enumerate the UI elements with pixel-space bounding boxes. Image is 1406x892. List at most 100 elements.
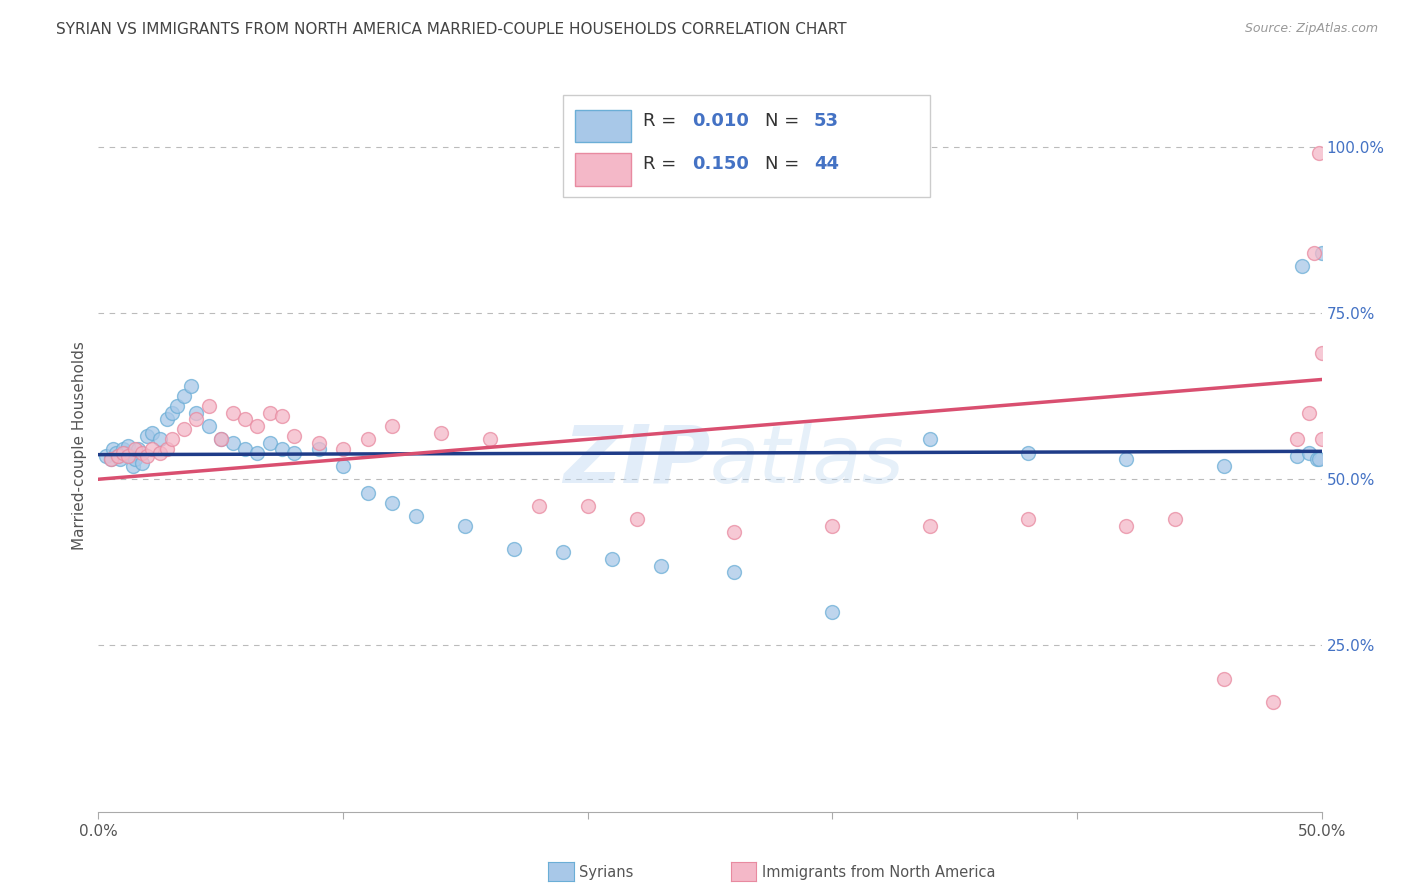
Point [600,552,623,566]
Point [131,456,153,470]
Point [166,399,188,413]
Point [104,445,127,459]
Point [156,442,179,457]
Point [478,433,501,447]
Point [101,442,124,457]
Point [197,419,219,434]
Point [173,389,195,403]
Point [270,442,294,457]
Point [233,412,256,426]
Point [233,442,256,457]
Point [308,435,330,450]
Point [1261,695,1284,709]
Point [821,605,844,619]
Point [356,485,378,500]
Point [222,435,245,450]
Point [246,445,269,459]
Point [173,422,195,436]
Point [553,545,575,559]
Point [1291,260,1313,274]
Point [141,442,163,457]
Point [1286,433,1309,447]
Text: Source: ZipAtlas.com: Source: ZipAtlas.com [1244,22,1378,36]
Point [149,445,172,459]
Point [1115,518,1137,533]
FancyBboxPatch shape [564,95,931,197]
Point [920,433,942,447]
Point [1308,146,1330,161]
Text: 0.150: 0.150 [692,155,748,173]
Bar [575,110,630,143]
Text: SYRIAN VS IMMIGRANTS FROM NORTH AMERICA MARRIED-COUPLE HOUSEHOLDS CORRELATION CH: SYRIAN VS IMMIGRANTS FROM NORTH AMERICA … [56,22,846,37]
Text: N =: N = [765,155,806,173]
Point [1115,452,1137,467]
Point [259,406,281,420]
Point [1212,672,1234,686]
Point [246,419,269,434]
Text: Syrians: Syrians [579,865,634,880]
Point [1286,449,1309,463]
Text: ZIP: ZIP [562,422,710,500]
Point [127,442,149,457]
Point [222,406,245,420]
Point [209,433,232,447]
Point [186,412,208,426]
Point [332,442,354,457]
Point [117,439,139,453]
Text: Immigrants from North America: Immigrants from North America [762,865,995,880]
Point [111,445,134,459]
Point [1303,246,1326,260]
Point [100,452,122,467]
Point [160,406,183,420]
Point [114,445,136,459]
Point [117,449,139,463]
Point [1310,433,1333,447]
Point [197,399,219,413]
Point [259,435,281,450]
Point [381,419,404,434]
Point [626,512,648,526]
Point [110,452,132,467]
Point [527,499,550,513]
Point [920,518,942,533]
Point [107,449,129,463]
Point [94,449,117,463]
Text: atlas: atlas [710,422,905,500]
Point [107,449,129,463]
Point [1310,346,1333,360]
Point [381,495,404,509]
Point [821,518,844,533]
Point [430,425,453,440]
Point [111,442,134,457]
Point [1212,458,1234,473]
Point [136,429,159,443]
Text: R =: R = [643,155,682,173]
Point [1298,445,1320,459]
Point [160,433,183,447]
Text: 53: 53 [814,112,839,129]
Text: N =: N = [765,112,806,129]
Point [283,429,305,443]
Point [124,452,146,467]
Point [356,433,378,447]
Point [156,412,179,426]
Text: 0.010: 0.010 [692,112,748,129]
Point [1298,406,1320,420]
Point [723,525,745,540]
Point [209,433,232,447]
Point [100,452,122,467]
Point [124,442,146,457]
Point [141,425,163,440]
Point [131,445,153,459]
Y-axis label: Married-couple Households: Married-couple Households [72,342,87,550]
Point [1308,452,1330,467]
Point [454,518,477,533]
Point [1310,246,1333,260]
Point [576,499,599,513]
Point [503,542,526,557]
Point [149,433,172,447]
Text: R =: R = [643,112,682,129]
Point [405,508,427,523]
Point [1017,512,1039,526]
Point [1164,512,1187,526]
